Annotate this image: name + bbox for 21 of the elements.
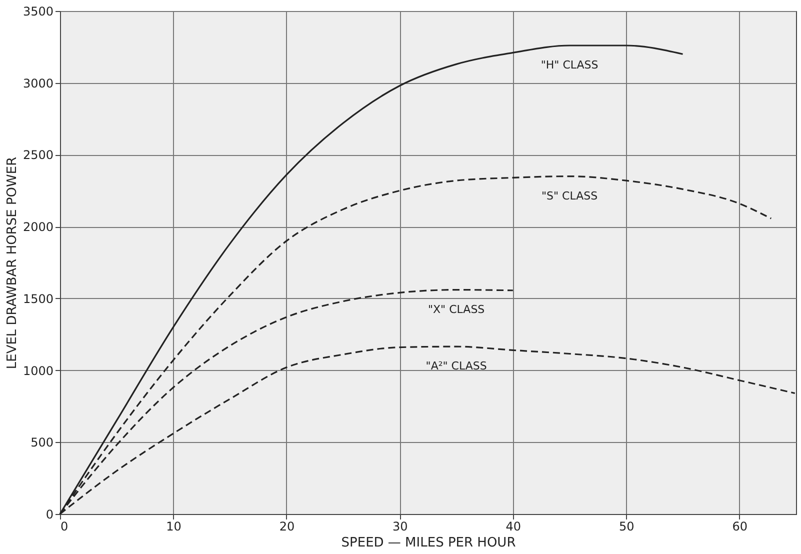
series-label: "A²" CLASS	[426, 360, 487, 373]
y-tick-label: 0	[46, 508, 54, 522]
y-tick-label: 500	[30, 436, 54, 450]
x-tick-label: 10	[166, 520, 182, 534]
x-tick-label: 30	[392, 520, 408, 534]
x-tick-label: 0	[60, 520, 68, 534]
x-tick-label: 60	[732, 520, 748, 534]
y-tick-label: 3000	[22, 76, 54, 90]
x-axis-title: SPEED — MILES PER HOUR	[341, 536, 516, 550]
y-tick-label: 2500	[22, 148, 54, 162]
x-tick-label: 40	[506, 520, 522, 534]
y-axis-title: LEVEL DRAWBAR HORSE POWER	[4, 156, 20, 370]
series-label: "X" CLASS	[428, 302, 485, 316]
y-tick-label: 1000	[22, 364, 54, 378]
series-label: "H" CLASS	[540, 58, 598, 72]
x-tick-label: 20	[279, 520, 295, 534]
y-tick-label: 2000	[22, 220, 54, 234]
x-tick-label: 50	[619, 520, 634, 534]
y-tick-label: 1500	[22, 292, 54, 306]
y-tick-label: 3500	[22, 4, 54, 18]
series-label: "S" CLASS	[541, 189, 598, 202]
